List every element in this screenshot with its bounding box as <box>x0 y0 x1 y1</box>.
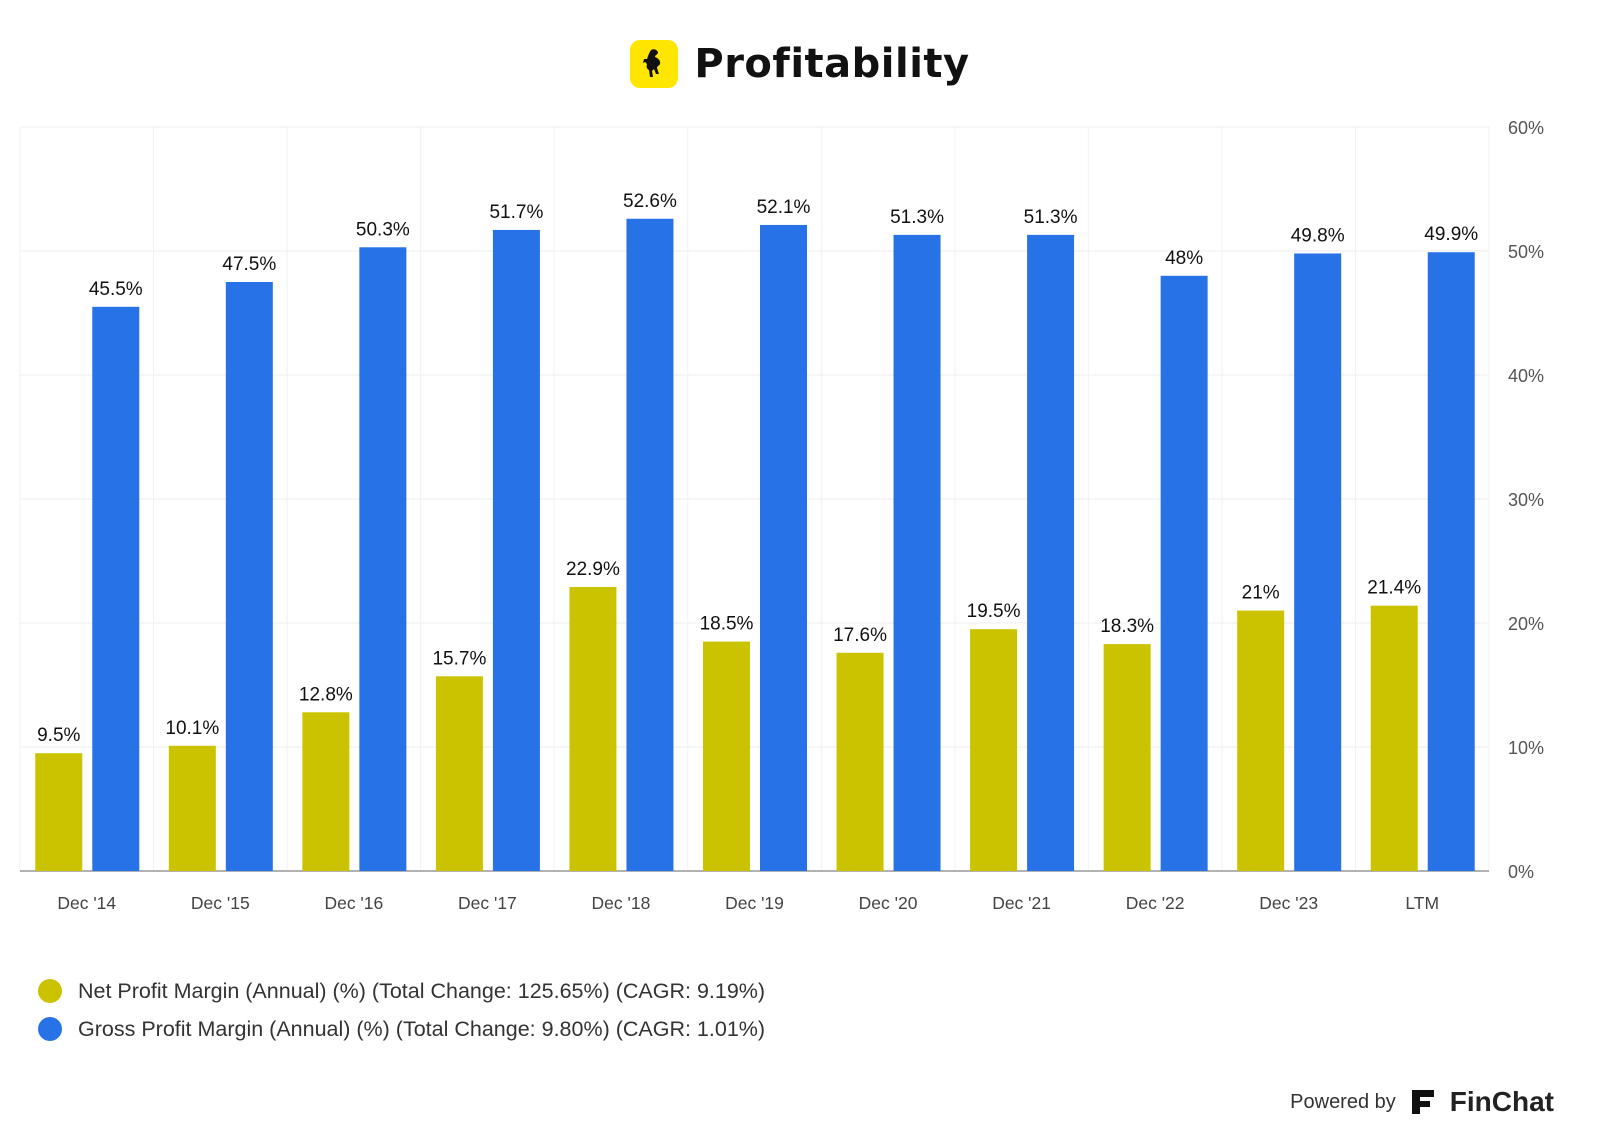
data-label: 17.6% <box>833 625 887 646</box>
x-tick-label: Dec '22 <box>1126 893 1185 913</box>
data-label: 48% <box>1165 248 1203 269</box>
bar-gross-profit-margin <box>492 229 540 872</box>
bar-net-profit-margin <box>569 587 617 871</box>
finchat-logo-icon <box>1411 1090 1434 1114</box>
x-tick-label: Dec '20 <box>859 893 918 913</box>
bar-gross-profit-margin <box>893 234 941 871</box>
data-label: 10.1% <box>165 718 219 739</box>
legend-marker-gross-profit-margin <box>38 1017 62 1041</box>
bar-net-profit-margin <box>1237 610 1285 871</box>
bar-net-profit-margin <box>35 753 83 871</box>
x-tick-label: Dec '17 <box>458 893 517 913</box>
bar-net-profit-margin <box>1370 605 1418 871</box>
data-label: 18.5% <box>700 614 754 635</box>
legend-item-net-profit-margin[interactable]: Net Profit Margin (Annual) (%) (Total Ch… <box>38 972 765 1010</box>
data-label: 51.3% <box>1024 207 1078 228</box>
bar-net-profit-margin <box>836 652 884 871</box>
data-label: 51.7% <box>489 202 543 223</box>
bar-net-profit-margin <box>302 712 350 871</box>
bar-gross-profit-margin <box>760 224 807 872</box>
y-tick-label: 60% <box>1508 118 1544 138</box>
legend: Net Profit Margin (Annual) (%) (Total Ch… <box>38 972 765 1048</box>
data-label: 18.3% <box>1100 616 1154 637</box>
data-label: 21% <box>1242 583 1280 604</box>
y-tick-label: 20% <box>1508 614 1544 634</box>
x-tick-label: Dec '23 <box>1259 893 1318 913</box>
legend-item-gross-profit-margin[interactable]: Gross Profit Margin (Annual) (%) (Total … <box>38 1010 765 1048</box>
bar-net-profit-margin <box>1103 644 1151 871</box>
y-tick-label: 40% <box>1508 366 1544 386</box>
bar-gross-profit-margin <box>359 247 407 871</box>
x-tick-label: Dec '18 <box>592 893 651 913</box>
data-label: 9.5% <box>37 725 80 746</box>
data-label: 21.4% <box>1367 578 1421 599</box>
bar-net-profit-margin <box>435 676 483 871</box>
y-tick-label: 10% <box>1508 738 1544 758</box>
bar-gross-profit-margin <box>225 282 273 871</box>
legend-label-gross-profit-margin: Gross Profit Margin (Annual) (%) (Total … <box>78 1016 766 1041</box>
bar-gross-profit-margin <box>1027 234 1075 871</box>
data-label: 47.5% <box>222 254 276 275</box>
data-label: 15.7% <box>432 648 486 669</box>
data-label: 49.8% <box>1291 225 1345 246</box>
x-tick-label: Dec '15 <box>191 893 250 913</box>
x-tick-label: Dec '14 <box>57 893 116 913</box>
data-label: 51.3% <box>890 207 944 228</box>
chart-title: Profitability <box>694 41 970 87</box>
prancing-horse-icon <box>630 40 679 88</box>
y-tick-label: 50% <box>1508 242 1544 262</box>
x-tick-label: Dec '19 <box>725 893 784 913</box>
chart-header: Profitability <box>0 34 1600 94</box>
x-tick-label: LTM <box>1405 893 1439 913</box>
bar-gross-profit-margin <box>1294 253 1342 872</box>
legend-label-net-profit-margin: Net Profit Margin (Annual) (%) (Total Ch… <box>78 978 766 1003</box>
bar-gross-profit-margin <box>626 218 674 871</box>
finchat-brand[interactable]: FinChat <box>1449 1086 1554 1117</box>
bar-gross-profit-margin <box>92 306 140 871</box>
bar-gross-profit-margin <box>1160 275 1208 871</box>
data-label: 50.3% <box>356 219 410 240</box>
data-label: 49.9% <box>1424 224 1478 245</box>
bar-gross-profit-margin <box>1427 252 1475 872</box>
bar-net-profit-margin <box>168 745 216 871</box>
y-tick-label: 30% <box>1508 490 1544 510</box>
x-tick-label: Dec '21 <box>992 893 1051 913</box>
data-label: 45.5% <box>89 279 143 300</box>
data-label: 12.8% <box>299 684 353 705</box>
data-label: 52.6% <box>623 191 677 212</box>
footer-branding: Powered by FinChat <box>1290 1086 1554 1118</box>
data-label: 52.1% <box>757 197 811 218</box>
legend-marker-net-profit-margin <box>38 979 62 1003</box>
x-tick-label: Dec '16 <box>324 893 383 913</box>
powered-by-text: Powered by <box>1290 1090 1396 1113</box>
bar-net-profit-margin <box>970 629 1018 871</box>
y-tick-label: 0% <box>1508 862 1534 882</box>
data-label: 19.5% <box>967 601 1021 622</box>
bar-chart: 0% 10% 20% 30% 40% 50% 60% 9.5% 10.1% 12.8% 15.7% 2… <box>19 118 1544 913</box>
data-label: 22.9% <box>566 559 620 580</box>
bar-net-profit-margin <box>703 641 750 871</box>
